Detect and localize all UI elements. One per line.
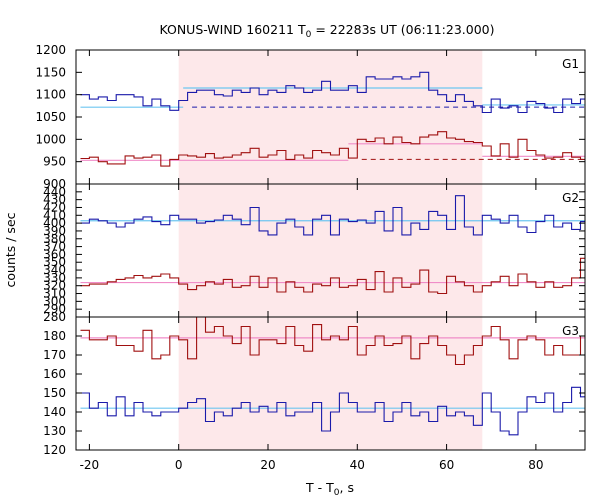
y-tick-label: 330: [43, 271, 66, 285]
y-tick-label: 350: [43, 255, 66, 269]
x-tick-label: 40: [350, 458, 365, 472]
blue-count-rate-series: [80, 195, 585, 236]
y-tick-label: 950: [43, 155, 66, 169]
panel-label: G1: [562, 57, 579, 71]
blue-count-rate-series: [80, 71, 585, 114]
y-tick-label: 120: [43, 443, 66, 457]
x-tick-label: 80: [528, 458, 543, 472]
y-tick-label: 400: [43, 216, 66, 230]
chart-title: KONUS-WIND 160211 T0 = 22283s UT (06:11:…: [159, 22, 494, 40]
y-axis-label: counts / sec: [3, 212, 18, 287]
blue-count-rate-series: [80, 386, 585, 436]
x-axis-tick-labels: -20 0 20 40 60 80: [80, 458, 544, 472]
y-tick-label: 1100: [35, 88, 66, 102]
panel-g3: 120 130 140 150 160 170 180 G3: [43, 316, 586, 457]
y-tick-label: 1000: [35, 132, 66, 146]
y-tick-label: 390: [43, 224, 66, 238]
y-tick-label: 310: [43, 287, 66, 301]
x-tick-label: 0: [175, 458, 183, 472]
y-tick-label: 340: [43, 263, 66, 277]
y-tick-label: 420: [43, 200, 66, 214]
burst-interval-shade: [178, 184, 483, 317]
y-tick-label: 140: [43, 405, 66, 419]
x-axis-label: T - T0, s: [305, 480, 354, 498]
red-count-rate-series: [80, 131, 585, 167]
y-tick-label: 1150: [35, 65, 66, 79]
panel-g2: 2802903003103203303403503603703803904004…: [43, 183, 586, 324]
y-tick-label: 410: [43, 208, 66, 222]
y-tick-label: 370: [43, 240, 66, 254]
panel-label: G3: [562, 324, 579, 338]
y-tick-label: 1050: [35, 110, 66, 124]
red-count-rate-series: [80, 257, 585, 295]
panel-label: G2: [562, 191, 579, 205]
panel-g1: 900 950 1000 1050 1100 1150 1200 G1: [35, 43, 586, 191]
y-tick-label: 150: [43, 386, 66, 400]
y-tick-label: 1200: [35, 43, 66, 57]
x-tick-label: -20: [80, 458, 100, 472]
y-tick-label: 130: [43, 424, 66, 438]
y-tick-label: 160: [43, 367, 66, 381]
y-tick-label: 380: [43, 232, 66, 246]
red-count-rate-series: [80, 317, 585, 366]
x-tick-label: 60: [439, 458, 454, 472]
y-tick-label: 170: [43, 348, 66, 362]
y-tick-label: 300: [43, 294, 66, 308]
y-tick-label: 320: [43, 279, 66, 293]
y-tick-label: 180: [43, 329, 66, 343]
y-tick-label: 440: [43, 185, 66, 199]
y-tick-label: 280: [43, 310, 66, 324]
burst-interval-shade: [178, 50, 483, 184]
x-tick-label: 20: [260, 458, 275, 472]
y-tick-label: 290: [43, 302, 66, 316]
y-tick-label: 430: [43, 193, 66, 207]
panel-frame: [75, 316, 586, 451]
y-tick-label: 360: [43, 247, 66, 261]
y-tick-label: 900: [43, 177, 66, 191]
